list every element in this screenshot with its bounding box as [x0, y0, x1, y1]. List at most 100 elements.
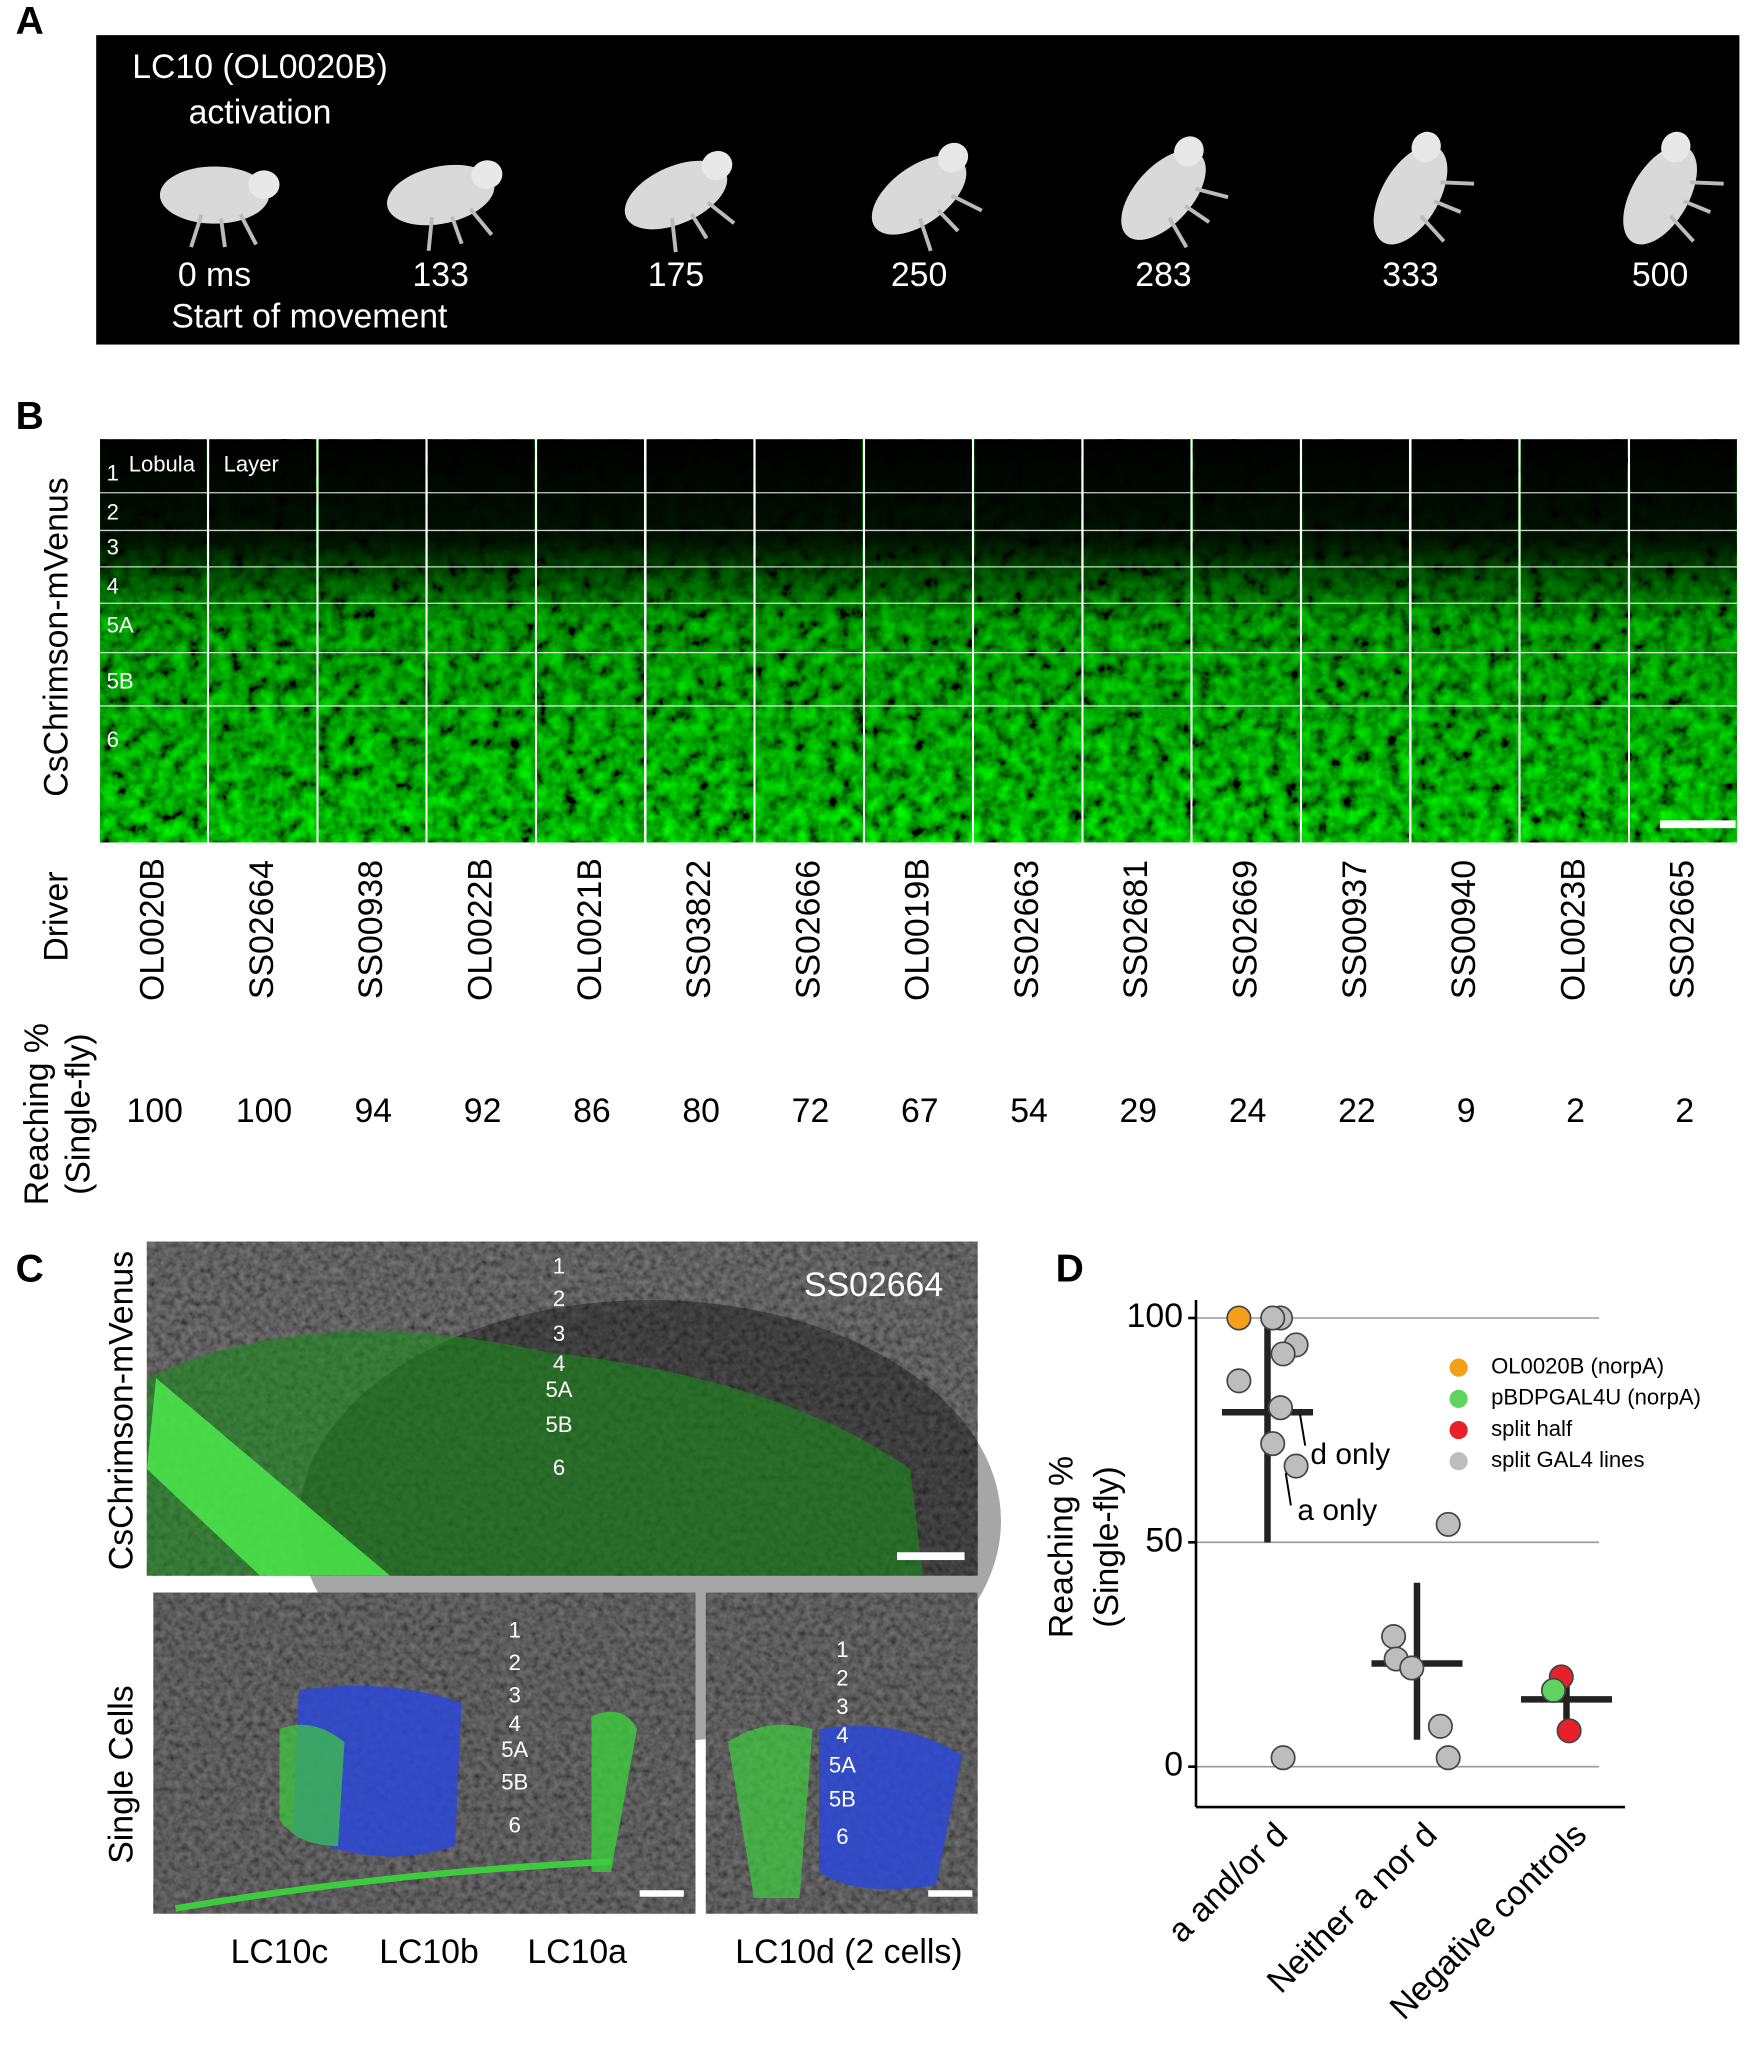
y-tick-label: 100	[1127, 1297, 1183, 1335]
time-label: 283	[1135, 256, 1191, 294]
time-label: 250	[891, 256, 947, 294]
y-label: (Single-fly)	[1088, 1466, 1126, 1628]
panel-label: C	[16, 1248, 44, 1291]
layer-label: 4	[509, 1711, 521, 1736]
image-label: SS02664	[804, 1266, 943, 1304]
reaching-value: 2	[1566, 1092, 1585, 1130]
layer-label: 1	[509, 1617, 521, 1642]
annotation: d only	[1310, 1438, 1390, 1471]
fly-legs	[189, 213, 258, 248]
fly-head	[1411, 131, 1441, 163]
image-fade	[1630, 439, 1737, 843]
image-fade	[1411, 439, 1519, 843]
data-point	[1381, 1624, 1407, 1650]
layer-label: 5A	[107, 612, 134, 637]
legend-marker	[1449, 1389, 1468, 1408]
layer-label: 6	[107, 727, 119, 752]
driver-name: SS02681	[1117, 860, 1155, 999]
driver-name: SS02666	[789, 860, 827, 999]
fly-body	[1373, 145, 1448, 245]
layer-label: 4	[107, 573, 119, 598]
image-row: OL0020B100SS02664100SS0093894OL0022B92OL…	[100, 439, 1740, 1130]
y-label: CsChrimson-mVenus	[102, 1251, 140, 1570]
reaching-value: 54	[1010, 1092, 1048, 1130]
row-label: Driver	[37, 871, 75, 961]
driver-name: OL0019B	[899, 858, 937, 1001]
layer-label: 2	[107, 499, 119, 524]
driver-name: SS02663	[1008, 860, 1046, 999]
data-point	[1260, 1431, 1286, 1457]
time-labels: 0 ms 133 175 250 283 333 500	[159, 131, 1724, 294]
cell-label: LC10b	[379, 1933, 479, 1971]
confocal-image	[146, 1241, 1001, 1743]
fly-legs	[1167, 186, 1229, 249]
fly-frame	[871, 142, 983, 252]
fly-frame	[1121, 136, 1229, 249]
reaching-value: 100	[236, 1092, 292, 1130]
legend-marker	[1449, 1420, 1468, 1440]
y-label: Single Cells	[102, 1685, 140, 1863]
annotation-line	[1284, 1472, 1292, 1506]
annotation: a only	[1297, 1494, 1377, 1527]
scale-bar	[1660, 820, 1736, 829]
fly-body	[871, 155, 967, 235]
fly-legs	[670, 200, 736, 253]
image-fade	[1192, 439, 1300, 843]
fly-head	[701, 150, 733, 180]
time-label: 333	[1382, 256, 1438, 294]
strip-caption: Start of movement	[171, 297, 448, 335]
y-tick-label: 50	[1145, 1521, 1183, 1559]
fly-frame	[624, 150, 736, 253]
fly-body	[1623, 145, 1697, 245]
data-point	[1226, 1305, 1252, 1331]
driver-name: SS03822	[680, 860, 718, 999]
layer-label: 6	[553, 1455, 565, 1480]
driver-name: SS00938	[352, 860, 390, 999]
layer-label: 1	[553, 1253, 565, 1278]
image-label: Lobula	[129, 451, 196, 476]
fly-head	[1661, 131, 1691, 163]
fly-legs	[1669, 180, 1724, 243]
data-point	[1226, 1368, 1252, 1394]
reaching-value: 24	[1229, 1092, 1267, 1130]
layer-label: 3	[553, 1321, 565, 1346]
reaching-value: 72	[792, 1092, 830, 1130]
fly-body	[159, 166, 270, 224]
x-tick-label: a and/or d	[1161, 1816, 1295, 1950]
fly-frame	[159, 166, 280, 248]
image-label: Layer	[224, 451, 279, 476]
image-fade	[1083, 439, 1191, 843]
fly-legs	[918, 193, 983, 252]
driver-name: SS00940	[1445, 860, 1483, 999]
legend-label: split GAL4 lines	[1491, 1447, 1644, 1472]
data-point	[1427, 1713, 1453, 1739]
reaching-value: 22	[1338, 1092, 1376, 1130]
panel-label: D	[1056, 1248, 1084, 1291]
time-label: 0 ms	[178, 256, 251, 294]
layer-label: 6	[836, 1824, 848, 1849]
data-point	[1540, 1677, 1567, 1703]
single-cell-images	[153, 1592, 978, 1914]
reaching-value: 94	[355, 1092, 393, 1130]
panel-label: A	[16, 0, 44, 43]
reaching-value: 9	[1457, 1092, 1476, 1130]
reaching-value: 2	[1675, 1092, 1694, 1130]
fly-head	[937, 142, 969, 173]
layer-label: 5B	[107, 668, 134, 693]
image-fade	[427, 439, 535, 843]
y-tick-label: 0	[1164, 1746, 1183, 1784]
layer-label: 5B	[829, 1786, 856, 1811]
fly-head	[471, 160, 503, 189]
data-point	[1267, 1395, 1294, 1421]
driver-name: OL0021B	[571, 858, 609, 1001]
layer-label: 1	[836, 1637, 848, 1662]
reaching-value: 86	[573, 1092, 611, 1130]
strip-title: activation	[189, 93, 332, 131]
cell-label: LC10c	[231, 1933, 329, 1971]
layer-label: 5B	[545, 1412, 572, 1437]
legend-label: OL0020B (norpA)	[1491, 1353, 1664, 1378]
fly-body	[386, 164, 495, 226]
annotation-line	[1299, 1414, 1307, 1446]
